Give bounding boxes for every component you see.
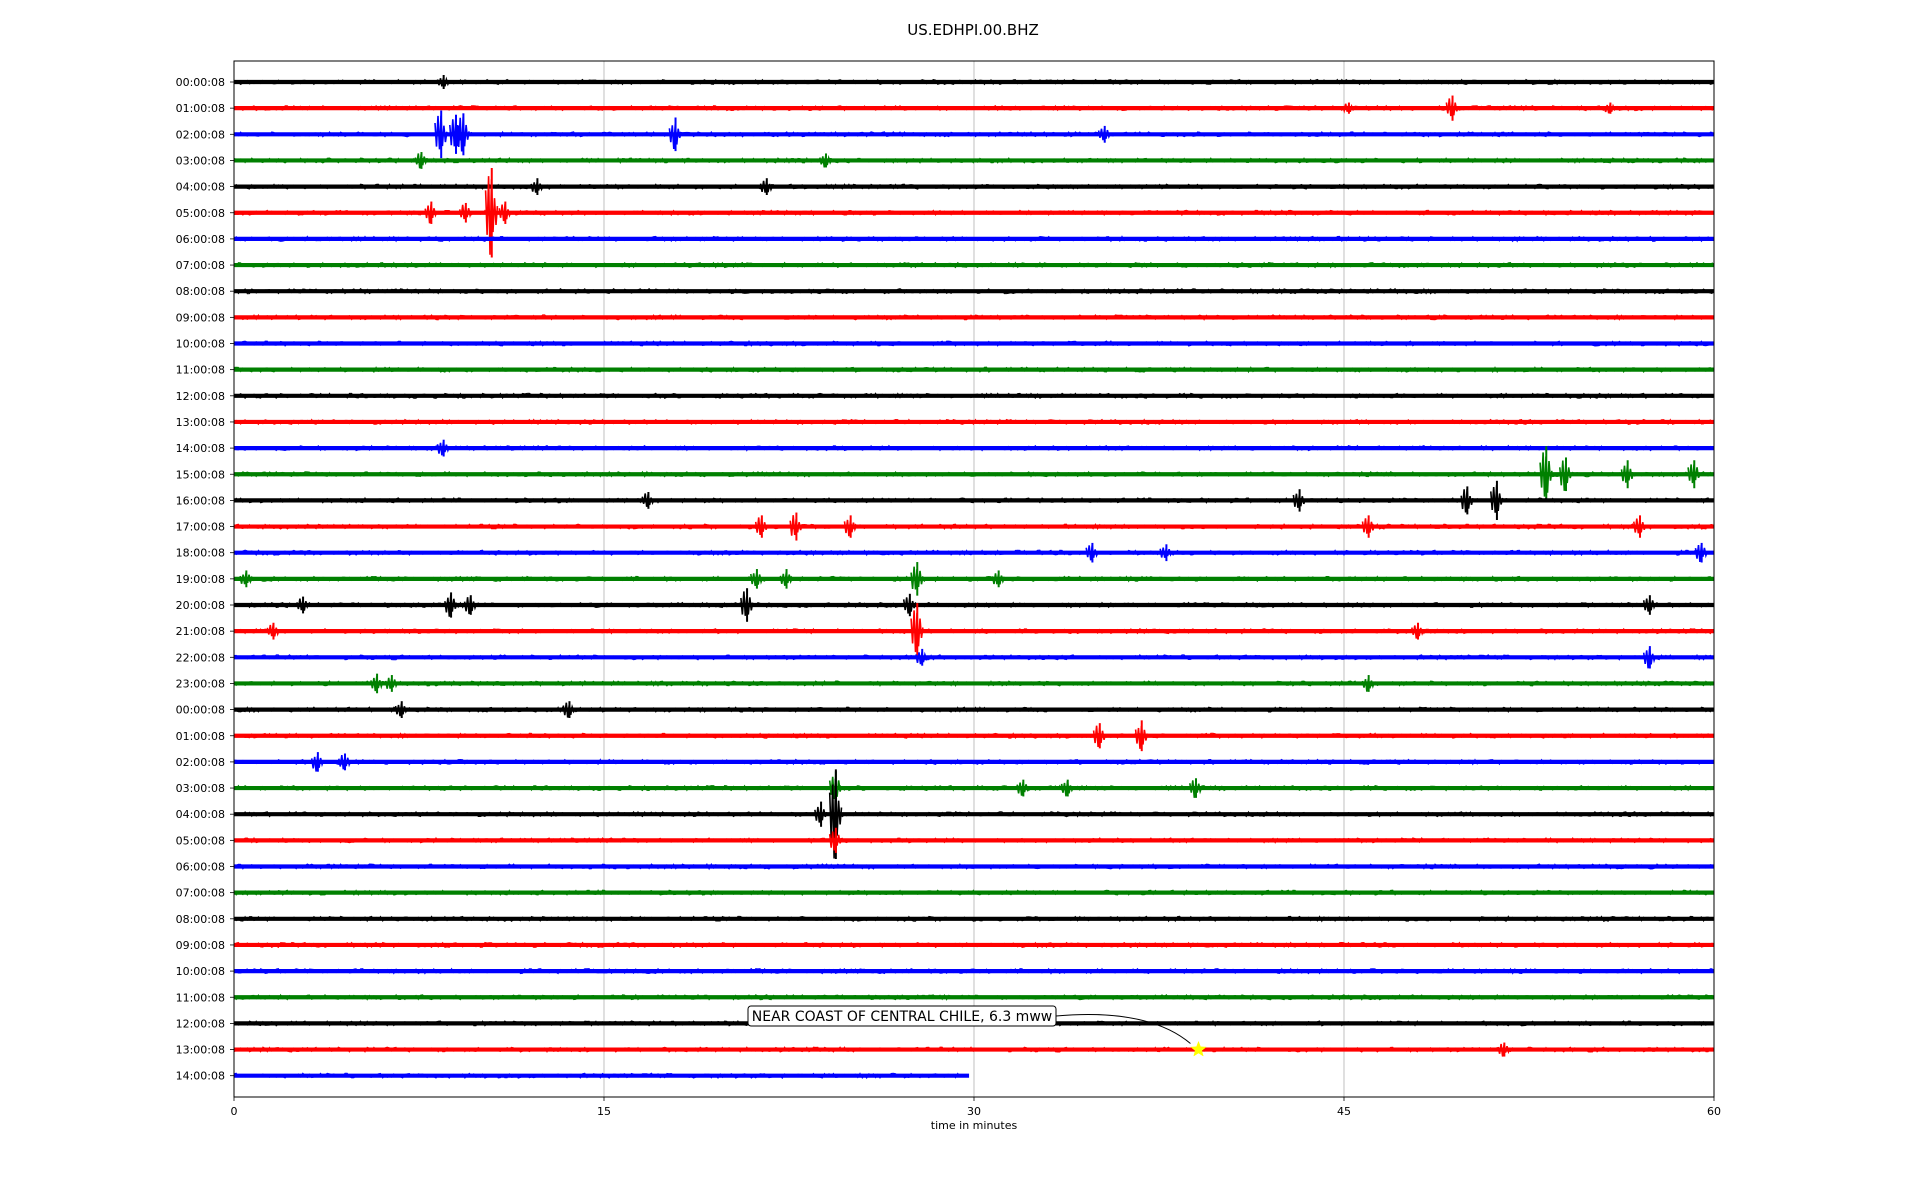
x-tick-label-2: 30: [967, 1105, 981, 1118]
x-tick-label-4: 60: [1707, 1105, 1721, 1118]
trace-noise-22: [233, 653, 1713, 661]
y-tick-label-16: 16:00:08: [176, 494, 225, 507]
trace-noise-1: [233, 104, 1713, 112]
trace-noise-7: [233, 261, 1713, 269]
y-tick-label-35: 11:00:08: [176, 991, 225, 1004]
y-tick-label-21: 21:00:08: [176, 625, 225, 638]
y-tick-label-33: 09:00:08: [176, 939, 225, 952]
trace-noise-35: [233, 993, 1713, 1001]
annotation-text: NEAR COAST OF CENTRAL CHILE, 6.3 mww: [752, 1009, 1052, 1025]
x-axis-label: time in minutes: [931, 1119, 1018, 1132]
trace-noise-18: [233, 549, 1713, 557]
trace-noise-29: [233, 836, 1713, 844]
y-tick-label-30: 06:00:08: [176, 861, 225, 874]
trace-noise-12: [233, 392, 1713, 400]
x-tick-labels: 0 15 30 45 60: [231, 1097, 1721, 1118]
y-tick-label-23: 23:00:08: [176, 677, 225, 690]
y-tick-label-26: 02:00:08: [176, 756, 225, 769]
x-tick-label-3: 45: [1337, 1105, 1351, 1118]
trace-noise-0: [233, 78, 1713, 86]
trace-noise-30: [233, 862, 1713, 871]
seismic-traces: [233, 75, 1714, 1080]
trace-noise-10: [233, 339, 1713, 347]
y-tick-label-18: 18:00:08: [176, 547, 225, 560]
trace-noise-37: [233, 1046, 1713, 1053]
trace-noise-32: [233, 915, 1713, 923]
y-tick-label-11: 11:00:08: [176, 364, 225, 377]
y-tick-label-13: 13:00:08: [176, 416, 225, 429]
y-tick-label-12: 12:00:08: [176, 390, 225, 403]
y-tick-label-19: 19:00:08: [176, 573, 225, 586]
trace-noise-15: [233, 470, 1713, 478]
x-tick-label-1: 15: [597, 1105, 611, 1118]
trace-noise-4: [233, 183, 1713, 191]
y-tick-labels: 00:00:08 01:00:08 02:00:08 03:00:08 04:00:08…: [176, 76, 234, 1083]
trace-noise-38: [233, 1072, 969, 1080]
trace-noise-28: [233, 810, 1713, 818]
y-tick-label-27: 03:00:08: [176, 782, 225, 795]
trace-noise-14: [233, 444, 1713, 452]
trace-noise-5: [233, 209, 1713, 217]
event-star-marker: [1190, 1040, 1207, 1057]
trace-noise-24: [233, 706, 1713, 714]
y-tick-label-31: 07:00:08: [176, 887, 225, 900]
trace-noise-2: [233, 130, 1713, 138]
x-tick-label-0: 0: [231, 1105, 238, 1118]
y-tick-label-1: 01:00:08: [176, 102, 225, 115]
trace-noise-17: [233, 523, 1713, 531]
trace-noise-31: [233, 889, 1713, 897]
y-tick-label-29: 05:00:08: [176, 834, 225, 847]
y-tick-label-4: 04:00:08: [176, 181, 225, 194]
y-tick-label-24: 00:00:08: [176, 704, 225, 717]
trace-noise-27: [233, 784, 1713, 792]
y-tick-label-6: 06:00:08: [176, 233, 225, 246]
y-tick-label-38: 14:00:08: [176, 1070, 225, 1083]
trace-noise-26: [233, 758, 1713, 766]
y-tick-label-28: 04:00:08: [176, 808, 225, 821]
trace-noise-19: [233, 575, 1713, 583]
chart-title: US.EDHPI.00.BHZ: [907, 21, 1039, 39]
trace-noise-23: [233, 679, 1713, 688]
trace-noise-8: [233, 287, 1713, 295]
y-tick-label-25: 01:00:08: [176, 730, 225, 743]
y-tick-label-32: 08:00:08: [176, 913, 225, 926]
annotation-connector: [1055, 1014, 1191, 1044]
event-annotation-layer: NEAR COAST OF CENTRAL CHILE, 6.3 mww: [747, 1005, 1207, 1057]
trace-noise-6: [233, 235, 1713, 243]
trace-noise-9: [233, 313, 1713, 321]
trace-noise-13: [233, 418, 1713, 426]
trace-noise-11: [233, 366, 1713, 374]
y-tick-label-7: 07:00:08: [176, 259, 225, 272]
trace-noise-3: [233, 156, 1713, 165]
trace-noise-20: [233, 601, 1713, 609]
y-tick-label-15: 15:00:08: [176, 468, 225, 481]
y-tick-label-17: 17:00:08: [176, 521, 225, 534]
y-tick-label-14: 14:00:08: [176, 442, 225, 455]
trace-noise-21: [233, 627, 1713, 635]
y-tick-label-36: 12:00:08: [176, 1017, 225, 1030]
trace-noise-33: [233, 941, 1713, 949]
y-tick-label-34: 10:00:08: [176, 965, 225, 978]
trace-noise-25: [233, 732, 1713, 740]
y-tick-label-9: 09:00:08: [176, 311, 225, 324]
y-tick-label-5: 05:00:08: [176, 207, 225, 220]
trace-noise-34: [233, 967, 1713, 975]
y-tick-label-0: 00:00:08: [176, 76, 225, 89]
y-tick-label-22: 22:00:08: [176, 651, 225, 664]
y-tick-label-3: 03:00:08: [176, 154, 225, 167]
y-tick-label-37: 13:00:08: [176, 1044, 225, 1057]
y-tick-label-2: 02:00:08: [176, 128, 225, 141]
y-tick-label-20: 20:00:08: [176, 599, 225, 612]
y-tick-label-8: 08:00:08: [176, 285, 225, 298]
y-tick-label-10: 10:00:08: [176, 338, 225, 351]
